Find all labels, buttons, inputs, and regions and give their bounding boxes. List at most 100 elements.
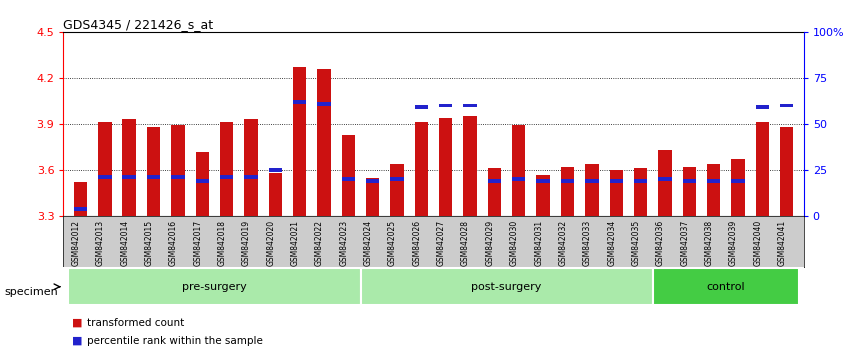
Bar [366,178,379,216]
Text: GSM842033: GSM842033 [583,220,592,266]
Bar [585,164,599,216]
Bar [536,179,550,183]
Text: ■: ■ [72,336,82,346]
Text: GSM842024: GSM842024 [364,220,373,266]
Bar [195,152,209,216]
Bar [74,182,87,216]
Bar [731,159,744,216]
Bar [609,170,623,216]
Bar [731,179,744,183]
Text: GSM842039: GSM842039 [729,220,738,266]
Bar [123,119,136,216]
Text: specimen: specimen [4,287,58,297]
Bar [464,104,477,108]
Text: GSM842036: GSM842036 [656,220,665,266]
Bar [366,179,379,183]
Bar [220,122,233,216]
Text: post-surgery: post-surgery [471,282,541,292]
Text: GSM842020: GSM842020 [266,220,275,266]
Bar [658,150,672,216]
Bar [512,177,525,181]
Bar [707,179,720,183]
Bar [268,168,282,172]
Text: GSM842022: GSM842022 [315,220,324,266]
Bar [561,179,574,183]
Bar [74,207,87,211]
Bar [585,179,599,183]
Bar [653,268,799,306]
Text: GSM842018: GSM842018 [217,220,227,266]
Bar [360,268,653,306]
Bar [683,179,696,183]
Bar [171,176,184,179]
Bar [609,179,623,183]
Bar [512,125,525,216]
Text: control: control [706,282,745,292]
Bar [439,104,453,108]
Text: GSM842015: GSM842015 [145,220,153,266]
Text: GSM842031: GSM842031 [534,220,543,266]
Bar [317,69,331,216]
Bar [342,135,355,216]
Bar [390,164,404,216]
Bar [634,179,647,183]
Bar [536,175,550,216]
Bar [415,122,428,216]
Text: GSM842027: GSM842027 [437,220,446,266]
Text: GSM842023: GSM842023 [339,220,349,266]
Bar [707,164,720,216]
Text: GSM842016: GSM842016 [169,220,178,266]
Text: GSM842017: GSM842017 [193,220,202,266]
Bar [244,119,258,216]
Text: percentile rank within the sample: percentile rank within the sample [87,336,263,346]
Text: GSM842032: GSM842032 [558,220,568,266]
Bar [634,169,647,216]
Text: GSM842028: GSM842028 [461,220,470,266]
Text: GSM842025: GSM842025 [388,220,397,266]
Text: transformed count: transformed count [87,318,184,328]
Text: pre-surgery: pre-surgery [182,282,247,292]
Bar [488,179,501,183]
Bar [464,116,477,216]
Bar [439,118,453,216]
Text: GSM842012: GSM842012 [72,220,80,266]
Bar [293,100,306,104]
Text: GSM842035: GSM842035 [632,220,640,266]
Bar [195,179,209,183]
Bar [342,177,355,181]
Bar [317,102,331,105]
Text: GSM842037: GSM842037 [680,220,689,266]
Bar [69,268,360,306]
Bar [780,104,794,108]
Bar [293,67,306,216]
Text: GSM842040: GSM842040 [753,220,762,266]
Text: GSM842021: GSM842021 [291,220,299,266]
Bar [488,169,501,216]
Bar [123,176,136,179]
Bar [268,173,282,216]
Bar [755,122,769,216]
Text: GSM842034: GSM842034 [607,220,616,266]
Text: GSM842019: GSM842019 [242,220,251,266]
Text: GSM842026: GSM842026 [412,220,421,266]
Bar [171,125,184,216]
Bar [98,122,112,216]
Text: GSM842029: GSM842029 [486,220,494,266]
Bar [780,127,794,216]
Bar [755,105,769,109]
Text: ■: ■ [72,318,82,328]
Bar [98,176,112,179]
Text: GDS4345 / 221426_s_at: GDS4345 / 221426_s_at [63,18,213,31]
Bar [390,177,404,181]
Bar [561,167,574,216]
Bar [683,167,696,216]
Text: GSM842030: GSM842030 [510,220,519,266]
Text: GSM842041: GSM842041 [777,220,787,266]
Bar [147,176,160,179]
Bar [415,105,428,109]
Text: GSM842038: GSM842038 [705,220,714,266]
Bar [147,127,160,216]
Text: GSM842014: GSM842014 [120,220,129,266]
Bar [220,176,233,179]
Text: GSM842013: GSM842013 [96,220,105,266]
